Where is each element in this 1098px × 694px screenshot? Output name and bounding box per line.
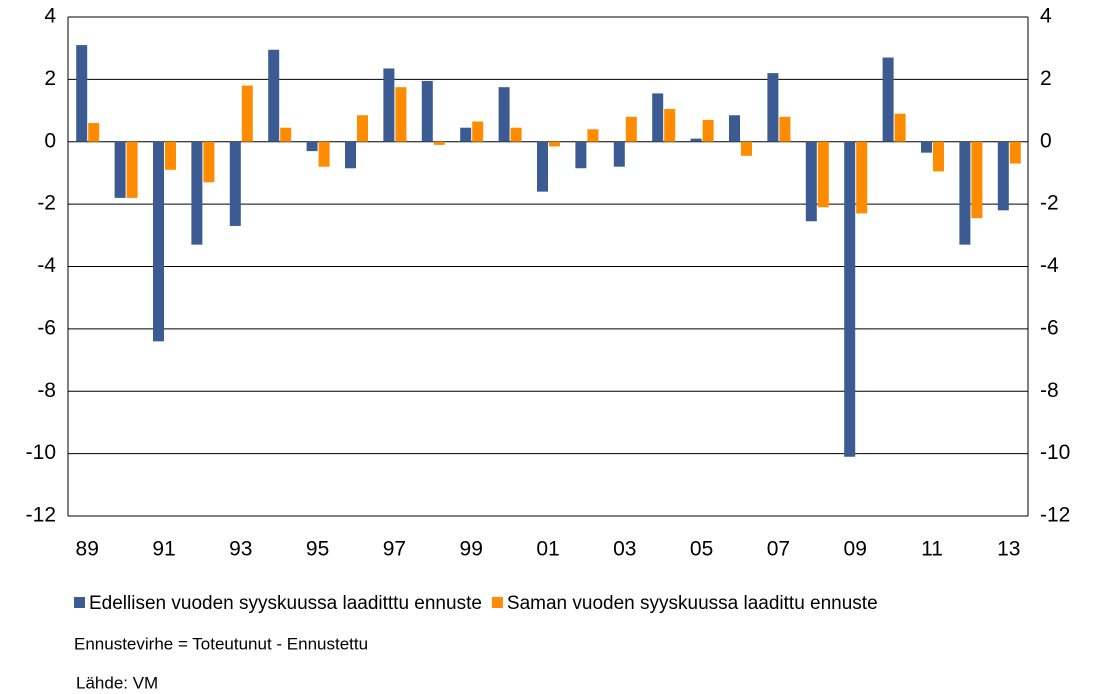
source: Lähde: VM — [76, 673, 158, 692]
bar — [510, 127, 522, 142]
bar — [741, 141, 752, 156]
x-tick-label: 09 — [844, 538, 867, 561]
bar — [856, 141, 868, 214]
legend: Edellisen vuoden syyskuussa laaditttu en… — [74, 593, 878, 614]
y-tick-label: -2 — [37, 192, 56, 215]
bar — [805, 141, 817, 222]
bar — [433, 141, 445, 145]
bar — [844, 141, 856, 457]
y-tick-label: -12 — [26, 504, 56, 527]
y-tick-label: 4 — [44, 5, 56, 28]
bar — [345, 141, 356, 169]
x-tick-label: 01 — [536, 538, 559, 561]
bar — [241, 85, 253, 142]
bar — [498, 87, 510, 142]
x-tick-label: 95 — [306, 538, 329, 561]
bar — [318, 141, 330, 167]
y2-tick-label: 4 — [1040, 5, 1052, 28]
bar — [153, 141, 164, 342]
bar — [575, 141, 587, 169]
bar — [1009, 141, 1021, 164]
bar — [779, 116, 791, 142]
y-tick-label: -6 — [37, 316, 56, 339]
bar — [537, 141, 548, 192]
bar — [76, 45, 88, 142]
bar — [88, 123, 100, 142]
bar — [383, 68, 395, 142]
bar — [664, 109, 676, 142]
bar — [702, 119, 714, 142]
legend-swatch — [491, 597, 503, 608]
y2-tick-label: 0 — [1040, 129, 1052, 152]
x-tick-label: 97 — [383, 538, 406, 561]
x-tick-label: 91 — [152, 538, 175, 561]
bar — [460, 127, 472, 142]
bar — [126, 141, 138, 198]
annotation: Ennustevirhe = Toteutunut - Ennustettu — [74, 634, 368, 653]
legend-label: Edellisen vuoden syyskuussa laaditttu en… — [89, 593, 482, 614]
y-tick-label: -8 — [37, 379, 56, 402]
x-tick-label: 05 — [690, 538, 713, 561]
bar — [472, 121, 484, 142]
y-tick-label: 2 — [44, 67, 56, 90]
bar — [959, 141, 971, 245]
bar — [921, 141, 932, 153]
bar — [268, 49, 280, 142]
bar — [652, 93, 664, 142]
bar — [114, 141, 126, 198]
y-tick-label: -4 — [37, 254, 56, 277]
bar — [421, 80, 433, 142]
y2-tick-label: -6 — [1040, 316, 1059, 339]
legend-label: Saman vuoden syyskuussa laadittu ennuste — [507, 593, 878, 614]
bar — [997, 141, 1009, 211]
y2-tick-label: -10 — [1040, 441, 1070, 464]
x-tick-label: 03 — [613, 538, 636, 561]
x-tick-label: 93 — [229, 538, 252, 561]
bar — [357, 115, 368, 142]
x-tick-label: 99 — [460, 538, 483, 561]
legend-swatch — [74, 597, 85, 608]
x-tick-label: 11 — [921, 538, 943, 561]
bar — [203, 141, 215, 183]
bar — [306, 141, 318, 152]
x-tick-label: 07 — [767, 538, 790, 561]
x-tick-label: 13 — [997, 538, 1020, 561]
bar — [191, 141, 203, 245]
bar — [395, 87, 407, 142]
bar — [229, 141, 241, 226]
bar — [625, 116, 637, 142]
bar — [767, 73, 779, 142]
bar — [894, 113, 906, 142]
bar — [729, 115, 740, 142]
bar — [613, 141, 625, 167]
bar — [549, 141, 560, 147]
x-tick-label: 89 — [76, 538, 99, 561]
bar — [882, 57, 894, 142]
bar — [933, 141, 944, 172]
bar — [971, 141, 983, 219]
y2-tick-label: -4 — [1040, 254, 1059, 277]
y2-tick-label: 2 — [1040, 67, 1052, 90]
y-tick-label: -10 — [26, 441, 56, 464]
bar — [280, 127, 292, 142]
bar — [817, 141, 829, 208]
y-tick-label: 0 — [44, 129, 56, 152]
y2-tick-label: -12 — [1040, 504, 1070, 527]
y2-tick-label: -2 — [1040, 192, 1059, 215]
bar — [587, 129, 599, 142]
bar — [165, 141, 176, 170]
y2-tick-label: -8 — [1040, 379, 1059, 402]
bar — [690, 138, 702, 142]
